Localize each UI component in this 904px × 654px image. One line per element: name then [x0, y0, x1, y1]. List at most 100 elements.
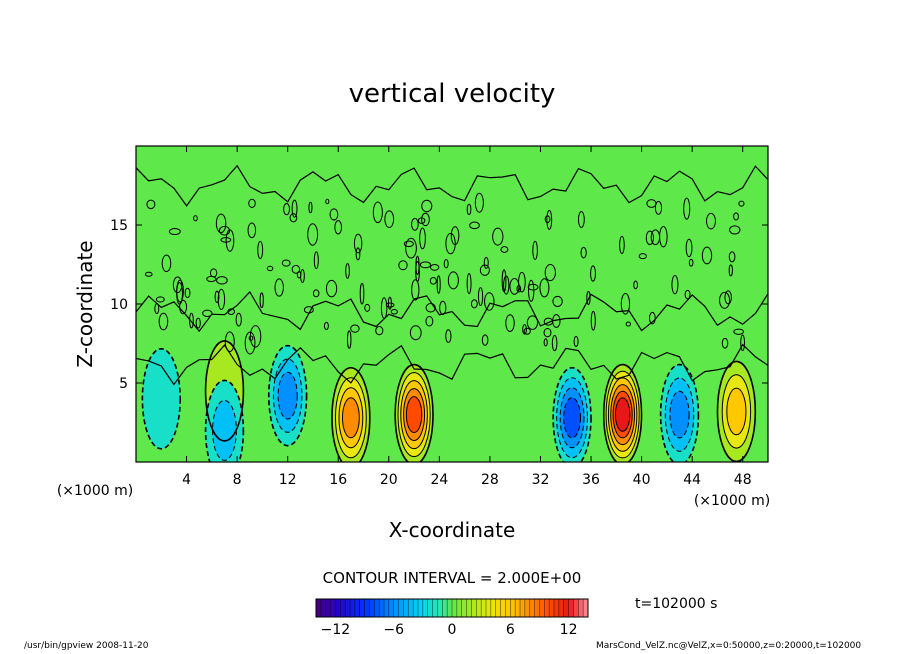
- contour-line: [580, 246, 587, 259]
- colorbar-tick-label: 0: [448, 622, 457, 638]
- contour-line: [654, 200, 663, 215]
- contour-line: [225, 229, 235, 252]
- colorbar-segment: [563, 599, 569, 617]
- contour-line: [161, 254, 172, 273]
- colorbar-segment: [335, 599, 341, 617]
- contour-line: [214, 290, 220, 304]
- contour-line: [409, 325, 422, 341]
- contour-line: [217, 288, 226, 310]
- contour-line: [364, 303, 371, 312]
- contour-line: [685, 238, 693, 258]
- contour-line: [705, 212, 716, 230]
- contour-line: [559, 387, 585, 449]
- colorbar-segment: [466, 599, 472, 617]
- contour-line: [620, 293, 631, 315]
- velocity-cell-band: [142, 348, 181, 449]
- y-tick-label: 10: [110, 297, 128, 313]
- colorbar-segment: [325, 599, 331, 617]
- contour-line: [283, 203, 291, 216]
- colorbar-segment: [500, 599, 506, 617]
- colorbar-segment: [432, 599, 438, 617]
- contour-line: [429, 263, 440, 271]
- contour-line: [526, 315, 539, 330]
- contour-line: [291, 199, 298, 218]
- colorbar-segment: [437, 599, 443, 617]
- contour-line: [158, 312, 169, 331]
- contour-line: [688, 258, 694, 267]
- y-tick-label: 5: [119, 376, 128, 392]
- contour-line: [590, 265, 596, 282]
- contour-line: [522, 324, 527, 335]
- colorbar-segment: [359, 599, 365, 617]
- colorbar-segment: [330, 599, 336, 617]
- contour-line: [527, 283, 539, 291]
- contour-line: [484, 292, 495, 311]
- velocity-cell-band: [669, 391, 690, 438]
- x-tick-label: 12: [279, 472, 297, 488]
- colorbar-segment: [481, 599, 487, 617]
- colorbar-segment: [515, 599, 521, 617]
- contour-line: [728, 225, 741, 235]
- contour-line: [353, 233, 363, 254]
- contour-line: [544, 263, 556, 282]
- contour-line: [556, 377, 588, 459]
- x-unit-right: (×1000 m): [694, 493, 770, 509]
- velocity-cell-band: [563, 397, 581, 438]
- contour-line: [385, 302, 395, 308]
- contour-line: [400, 380, 428, 450]
- velocity-cell-0: [331, 367, 370, 462]
- colorbar-segment: [369, 599, 375, 617]
- contour-line: [721, 374, 752, 449]
- contour-line: [329, 208, 339, 221]
- contour-line: [551, 335, 558, 352]
- colorbar-segment: [461, 599, 467, 617]
- contour-line: [277, 371, 298, 420]
- x-tick-label: 24: [430, 472, 448, 488]
- contour-line: [607, 377, 638, 452]
- contour-line: [719, 291, 731, 309]
- contour-line: [403, 388, 426, 442]
- contour-line: [740, 334, 746, 351]
- contour-line: [450, 226, 460, 246]
- contour-line: [659, 363, 700, 462]
- footer-left: /usr/bin/gpview 2008-11-20: [24, 641, 149, 651]
- colorbar-segment: [447, 599, 453, 617]
- contour-line: [325, 198, 330, 205]
- contour-line: [215, 213, 227, 234]
- contour-line: [469, 221, 480, 230]
- colorbar-segment: [573, 599, 579, 617]
- colorbar-segment: [534, 599, 540, 617]
- y-axis: 5 10 15: [110, 218, 768, 392]
- contour-line: [605, 370, 640, 459]
- contour-line: [289, 213, 298, 223]
- colorbar-segment: [422, 599, 429, 617]
- contour-line: [372, 201, 383, 224]
- colorbar-segment: [379, 599, 385, 617]
- contour-line: [136, 164, 768, 207]
- velocity-cell-3: [717, 361, 756, 462]
- time-label: t=102000 s: [635, 596, 717, 612]
- contour-line: [417, 217, 426, 224]
- contour-line: [421, 212, 430, 227]
- contour-line: [202, 309, 213, 318]
- contour-line: [338, 387, 364, 449]
- velocity-cell-7: [660, 364, 699, 462]
- velocity-cell-band: [278, 372, 298, 419]
- contour-line: [447, 271, 459, 290]
- contour-line: [257, 240, 264, 260]
- contour-line: [259, 292, 264, 309]
- colorbar-tick-label: 12: [560, 622, 578, 638]
- contour-line: [307, 223, 319, 246]
- contour-line: [518, 271, 526, 293]
- colorbar-tick-label: 6: [506, 622, 515, 638]
- contour-line: [466, 203, 472, 216]
- contour-line: [650, 229, 661, 246]
- contour-line: [501, 269, 507, 293]
- velocity-cell-band: [406, 396, 422, 433]
- chart-title: vertical velocity: [349, 79, 556, 109]
- contour-line: [505, 314, 515, 332]
- contour-line: [244, 331, 256, 355]
- contour-line: [523, 327, 531, 335]
- colorbar-segment: [452, 599, 458, 617]
- colorbar-tick-label: −6: [383, 622, 404, 638]
